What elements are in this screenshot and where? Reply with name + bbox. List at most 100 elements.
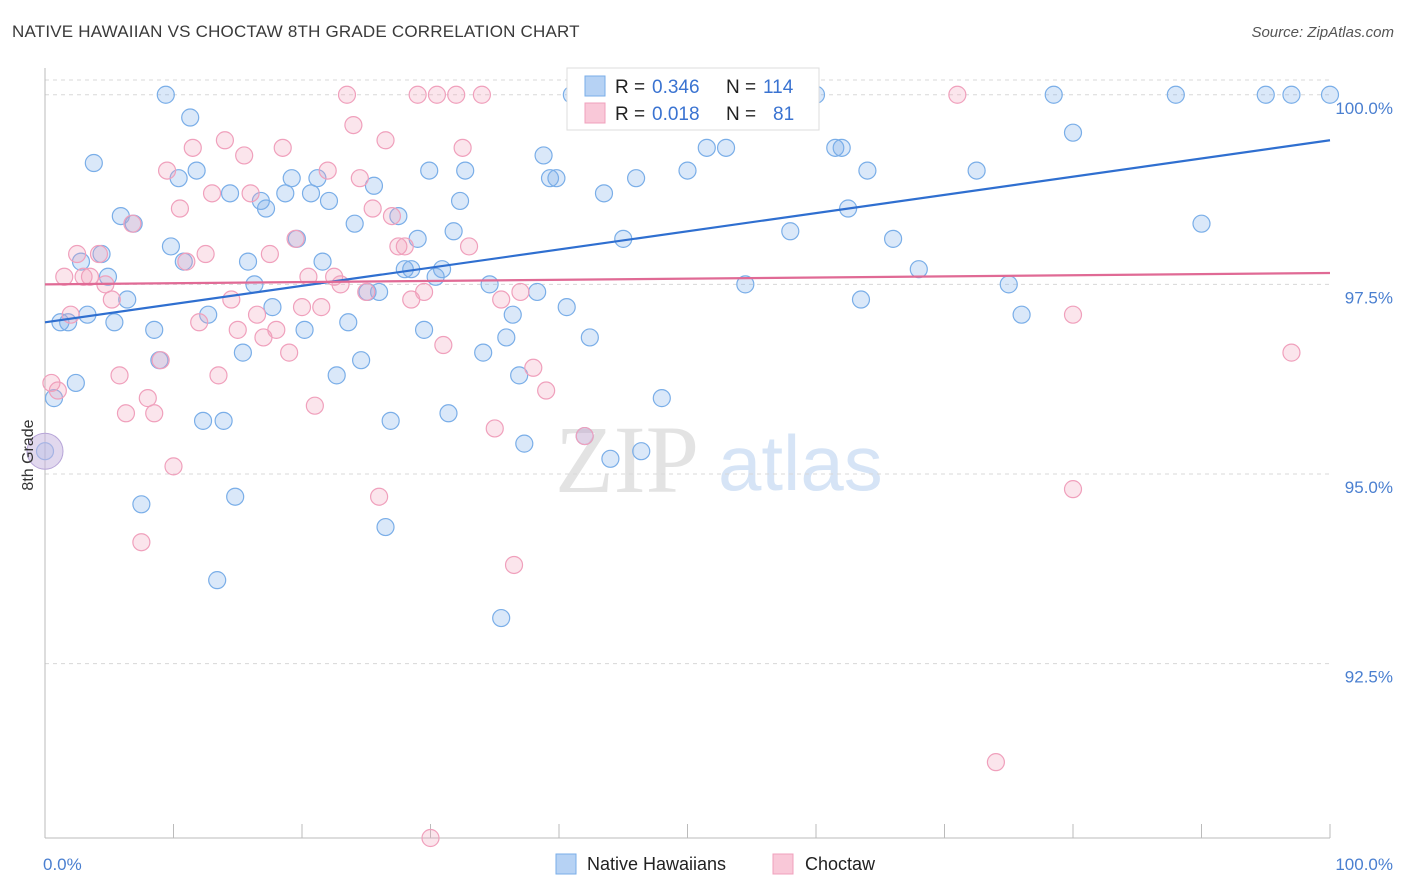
native-hawaiians-point-113 (1320, 85, 1340, 104)
series-legend-label-native-hawaiians: Native Hawaiians (587, 854, 726, 874)
native-hawaiians-point-111 (1282, 85, 1301, 104)
choctaw-point-20 (177, 252, 196, 271)
native-hawaiians-point-102 (883, 229, 903, 248)
choctaw-point-31 (247, 305, 267, 324)
native-hawaiians-point-62 (450, 191, 470, 211)
choctaw-point-5 (74, 267, 93, 286)
y-tick-label-2: 95.0% (1345, 478, 1393, 497)
native-hawaiians-point-89 (697, 138, 716, 157)
y-axis-title: 8th Grade (20, 419, 37, 490)
native-hawaiians-point-64 (474, 343, 493, 362)
native-hawaiians-point-21 (181, 108, 200, 127)
native-hawaiians-point-88 (678, 161, 697, 180)
series-legend-swatch-choctaw (772, 853, 794, 875)
choctaw-point-65 (485, 419, 504, 438)
native-hawaiians-point-107 (1044, 85, 1063, 104)
choctaw-point-59 (427, 85, 447, 104)
native-hawaiians-point-100 (851, 290, 871, 309)
native-hawaiians-point-101 (858, 161, 877, 180)
choctaw-point-13 (132, 533, 151, 552)
native-hawaiians-point-70 (515, 434, 534, 453)
legend-r-value-0: 0.346 (652, 77, 700, 98)
choctaw-point-14 (138, 389, 157, 408)
choctaw-point-9 (102, 290, 121, 309)
native-hawaiians-point-98 (832, 138, 851, 157)
choctaw-trend-line (44, 271, 1331, 286)
choctaw-point-23 (196, 244, 215, 264)
native-hawaiians-point-51 (381, 411, 400, 430)
native-hawaiians-point-14 (132, 495, 151, 514)
native-hawaiians-point-72 (534, 146, 553, 165)
native-hawaiians-point-66 (492, 608, 511, 628)
native-hawaiians-point-59 (432, 260, 452, 279)
native-hawaiians-trend-line (44, 139, 1331, 324)
native-hawaiians-point-23 (193, 411, 213, 430)
legend-n-value-0: 114 (763, 77, 794, 98)
native-hawaiians-point-63 (456, 161, 475, 180)
choctaw-point-24 (202, 184, 222, 203)
native-hawaiians-point-84 (632, 442, 651, 461)
choctaw-point-66 (492, 290, 511, 309)
choctaw-point-70 (537, 381, 556, 400)
native-hawaiians-point-44 (339, 313, 358, 332)
y-tick-label-1: 97.5% (1345, 288, 1393, 307)
native-hawaiians-point-43 (327, 366, 346, 385)
native-hawaiians-point-29 (233, 343, 252, 362)
series-legend: Native Hawaiians Choctaw (555, 853, 876, 875)
choctaw-point-27 (222, 290, 241, 309)
native-hawaiians-point-42 (319, 191, 339, 211)
stats-legend-box (566, 67, 820, 131)
choctaw-point-3 (61, 305, 80, 324)
choctaw-point-1 (48, 381, 67, 400)
legend-r-value-1: 0.018 (652, 104, 700, 125)
choctaw-point-6 (80, 267, 100, 286)
choctaw-point-11 (116, 404, 136, 423)
choctaw-point-58 (421, 828, 440, 848)
native-hawaiians-point-65 (480, 275, 499, 294)
source-label: Source: ZipAtlas.com (1251, 24, 1394, 41)
choctaw-point-45 (337, 85, 357, 104)
choctaw-point-52 (382, 206, 402, 226)
choctaw-point-0 (42, 373, 61, 393)
native-hawaiians-point-12 (118, 290, 137, 309)
choctaw-point-76 (948, 85, 967, 104)
native-hawaiians-point-95 (781, 222, 800, 241)
choctaw-point-25 (209, 366, 228, 385)
native-hawaiians-point-56 (414, 320, 434, 339)
choctaw-point-51 (376, 131, 395, 150)
native-hawaiians-point-74 (547, 169, 566, 188)
choctaw-point-67 (504, 555, 524, 575)
choctaw-point-47 (350, 169, 369, 188)
native-hawaiians-point-10 (105, 313, 124, 332)
choctaw-point-36 (280, 343, 299, 362)
choctaw-point-44 (331, 275, 350, 294)
native-hawaiians-point-78 (580, 328, 599, 347)
native-hawaiians-point-83 (626, 169, 646, 188)
x-tick-label-0: 0.0% (43, 855, 82, 874)
choctaw-point-79 (1063, 480, 1083, 499)
choctaw-point-12 (123, 214, 142, 233)
choctaw-point-41 (312, 298, 331, 317)
native-hawaiians-point-97 (826, 138, 845, 157)
native-hawaiians-point-79 (594, 184, 614, 203)
native-hawaiians-point-71 (528, 282, 547, 302)
legend-swatch-choctaw (584, 102, 606, 124)
legend-r-label-1: R = (615, 104, 645, 125)
legend-swatch-native-hawaiians (584, 75, 606, 97)
series-legend-swatch-native-hawaiians (555, 853, 577, 875)
choctaw-point-33 (260, 244, 279, 264)
choctaw-point-78 (1063, 305, 1083, 324)
chart-title: NATIVE HAWAIIAN VS CHOCTAW 8TH GRADE COR… (12, 22, 580, 41)
native-hawaiians-point-36 (282, 169, 301, 188)
native-hawaiians-point-15 (145, 320, 164, 339)
choctaw-point-22 (190, 313, 209, 332)
choctaw-point-54 (395, 237, 414, 256)
native-hawaiians-point-17 (156, 85, 175, 104)
choctaw-point-21 (183, 138, 202, 157)
native-hawaiians-point-106 (1012, 305, 1031, 324)
choctaw-point-42 (318, 161, 337, 180)
choctaw-point-80 (1282, 343, 1301, 362)
native-hawaiians-point-30 (238, 252, 258, 271)
native-hawaiians-point-73 (540, 169, 560, 188)
native-hawaiians-point-108 (1063, 123, 1083, 142)
